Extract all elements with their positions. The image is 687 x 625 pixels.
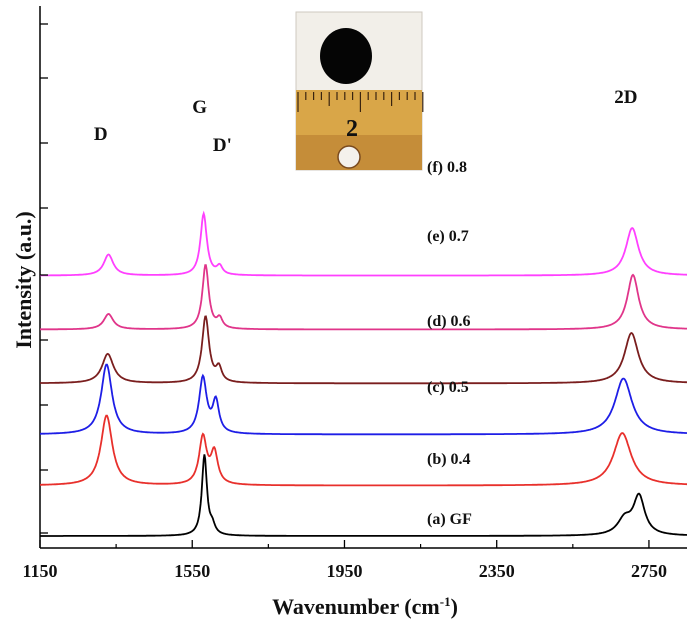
ruler-ticks (297, 92, 424, 112)
black-disc-sample (320, 28, 372, 84)
series-line-1 (40, 414, 687, 487)
plot-frame (39, 6, 687, 549)
axis-ticks (39, 23, 650, 548)
series-label: (b) 0.4 (427, 451, 471, 468)
x-tick-label: 1150 (22, 561, 57, 581)
series-label: (c) 0.5 (427, 379, 469, 396)
peak-label: D (94, 124, 108, 145)
series-label: (f) 0.8 (427, 159, 467, 176)
spectra-curves (40, 210, 687, 537)
x-tick-label: 1950 (326, 561, 362, 581)
x-tick-label: 2350 (479, 561, 515, 581)
series-label: (d) 0.6 (427, 313, 471, 330)
peak-labels: D G D' 2D (94, 87, 638, 156)
peak-label: D' (213, 135, 232, 156)
series-line-0 (40, 454, 687, 537)
series-label: (e) 0.7 (427, 228, 469, 245)
ruler-number: 2 (346, 116, 358, 142)
inset-photo: 2 (295, 11, 424, 171)
peak-label: G (192, 97, 207, 118)
x-tick-label: 2750 (631, 561, 667, 581)
series-labels: (a) GF (b) 0.4 (c) 0.5 (d) 0.6 (e) 0.7 (f) 0.… (427, 159, 472, 528)
y-axis-title: Intensity (a.u.) (11, 211, 36, 349)
series-line-4 (40, 264, 687, 331)
x-tick-label: 1550 (174, 561, 210, 581)
series-line-3 (40, 315, 687, 385)
series-line-2 (40, 363, 687, 436)
ruler-hole (337, 145, 361, 169)
series-label: (a) GF (427, 511, 472, 528)
series-line-5 (40, 210, 687, 277)
x-axis-title: Wavenumber (cm-1) (272, 594, 458, 619)
x-tick-labels: 1150 1550 1950 2350 2750 (22, 561, 666, 581)
peak-label: 2D (614, 87, 637, 108)
